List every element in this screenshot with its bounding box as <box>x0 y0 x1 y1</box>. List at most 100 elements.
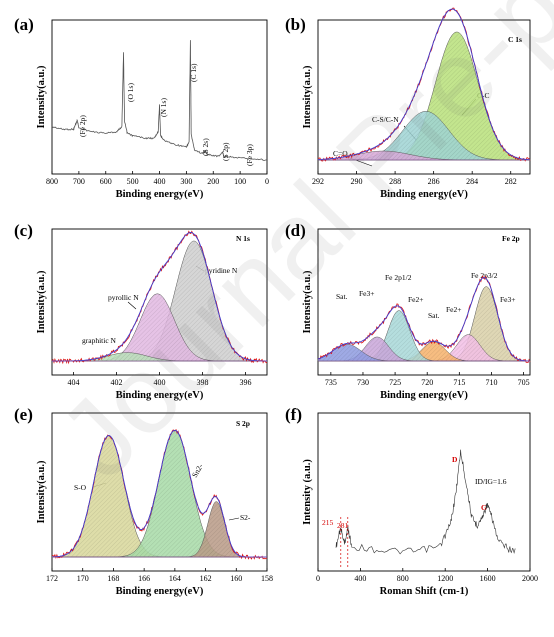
panel-b-letter: (b) <box>285 15 306 34</box>
x-tick-label: 400 <box>154 177 166 186</box>
plot-frame <box>317 19 531 175</box>
panel-d-letter: (d) <box>285 221 306 240</box>
x-tick-label: 300 <box>180 177 192 186</box>
y-axis-label: Intensity(a.u.) <box>36 460 47 524</box>
x-tick-label: 400 <box>154 378 166 387</box>
peak-hatch-0 <box>318 32 530 160</box>
x-tick-label: 160 <box>230 574 242 583</box>
panel-e-letter: (e) <box>14 405 33 424</box>
x-tick-label: 800 <box>46 177 58 186</box>
n1s-corner-label: N 1s <box>236 234 250 243</box>
raman-d-label: D <box>452 455 458 464</box>
peak-hatch-5 <box>318 344 530 361</box>
x-tick-label: 284 <box>466 177 478 186</box>
raman-g-label: G <box>481 503 487 512</box>
cc-label: C-C <box>477 91 490 100</box>
fit-envelope <box>52 232 267 362</box>
peak-hatch-1 <box>52 293 267 361</box>
pyridine-label: pyridine N <box>205 266 238 275</box>
y-axis-label: Intensity(a.u.) <box>36 270 47 334</box>
y-axis-label: Intensity(a.u.) <box>36 65 47 129</box>
x-tick-label: 720 <box>421 378 433 387</box>
y-axis-label: Intensity(a.u.) <box>302 270 313 334</box>
panel-d-notes: Fe 2p Sat. Fe3+ Fe 2p1/2 Fe2+ Sat. Fe2+ … <box>336 234 520 320</box>
x-tick-label: 396 <box>240 378 252 387</box>
x-tick-label: 404 <box>68 378 80 387</box>
csn-label: C-S/C-N <box>372 115 399 124</box>
plot-frame <box>317 228 531 376</box>
sn-label: Sn2- <box>190 462 205 479</box>
x-tick-label: 402 <box>111 378 123 387</box>
x-tick-label: 166 <box>138 574 150 583</box>
s2p-annotation: (S 2p) <box>221 142 230 161</box>
panel-d: 735 730 725 720 715 710 705 Binding energy(eV) I… <box>302 228 531 401</box>
panel-e: 172 170 168 166 164 162 160 158 Binding energy(e… <box>36 412 273 597</box>
peak-hatch-1 <box>318 111 530 160</box>
pyrollic-leader <box>127 301 137 310</box>
x-axis-label: Binding energy(eV) <box>116 390 204 401</box>
panel-a-notes: (Fe 2p) (O 1s) (N 1s) (C 1s) (S 2s) (S 2… <box>78 63 254 166</box>
fe3p-label-1: Fe3+ <box>359 289 374 298</box>
peak-hatch-2 <box>318 341 530 361</box>
fit-envelope <box>318 8 531 161</box>
fit-envelope <box>51 429 267 558</box>
fe2p-annotation: (Fe 2p) <box>78 115 87 137</box>
x-axis-label: Binding energy(eV) <box>116 189 204 200</box>
x-tick-label: 1600 <box>480 574 496 583</box>
x-tick-label: 700 <box>73 177 85 186</box>
c1s-annotation: (C 1s) <box>189 63 198 82</box>
peak-hatch-0 <box>52 241 267 361</box>
x-tick-label: 172 <box>46 574 58 583</box>
x-tick-label: 290 <box>351 177 363 186</box>
x-tick-label: 158 <box>261 574 273 583</box>
x-tick-label: 398 <box>197 378 209 387</box>
x-tick-label: 2000 <box>522 574 538 583</box>
x-tick-label: 0 <box>265 177 269 186</box>
series-line-0 <box>51 40 268 161</box>
series-line-0 <box>335 449 516 555</box>
x-tick-label: 288 <box>389 177 401 186</box>
y-axis-label: Intensity(a.u.) <box>302 65 313 129</box>
fe2p-corner-label: Fe 2p <box>502 234 520 243</box>
panel-a-letter: (a) <box>14 15 34 34</box>
fe2p12-label: Fe 2p1/2 <box>385 273 412 282</box>
panel-b: 292 290 288 286 284 282 Binding energy(eV) Inte… <box>302 7 531 200</box>
id-ig-ratio: ID/IG=1.6 <box>475 477 507 486</box>
x-tick-label: 286 <box>428 177 440 186</box>
x-tick-label: 162 <box>200 574 212 583</box>
x-tick-label: 282 <box>505 177 517 186</box>
x-tick-label: 1200 <box>437 574 453 583</box>
sat-label-2: Sat. <box>428 311 440 320</box>
fe3p-annotation: (Fe 3p) <box>245 144 254 166</box>
x-axis-label: Binding energy(eV) <box>116 586 204 597</box>
s2minus-label: S2- <box>240 513 251 522</box>
panel-c-letter: (c) <box>14 221 33 240</box>
n1s-annotation: (N 1s) <box>159 98 168 117</box>
co-label: C=O <box>333 149 348 158</box>
x-tick-label: 170 <box>77 574 89 583</box>
panel-f: 0 400 800 1200 1600 2000 Roman Shift (cm-1) Int… <box>302 412 538 597</box>
so-label: S-O <box>74 483 87 492</box>
x-tick-label: 0 <box>316 574 320 583</box>
plot-layer: 800 700 600 500 400 300 200 100 0 Binding energy(… <box>36 7 538 597</box>
peak-hatch-2 <box>52 501 267 557</box>
y-axis-label: Intensity (a.u.) <box>302 459 313 525</box>
x-tick-label: 200 <box>207 177 219 186</box>
x-tick-label: 292 <box>312 177 324 186</box>
peak-hatch-0 <box>52 435 267 557</box>
peak-hatch-4 <box>318 337 530 361</box>
x-axis-label: Binding energy(eV) <box>380 390 468 401</box>
panel-f-notes: 215 281 D G ID/IG=1.6 <box>322 455 507 530</box>
panel-a: 800 700 600 500 400 300 200 100 0 Binding energy(… <box>36 19 269 200</box>
fe2p-label-2: Fe2+ <box>446 305 461 314</box>
panel-c: 404 402 400 398 396 Binding energy(eV) Intensi… <box>36 228 268 401</box>
x-tick-label: 705 <box>518 378 530 387</box>
x-tick-label: 164 <box>169 574 181 583</box>
fit-envelope <box>317 277 530 362</box>
x-tick-label: 715 <box>453 378 465 387</box>
sat-label-1: Sat. <box>336 292 348 301</box>
x-tick-label: 730 <box>357 378 369 387</box>
o1s-annotation: (O 1s) <box>126 83 135 102</box>
raman-215-label: 215 <box>322 518 334 527</box>
